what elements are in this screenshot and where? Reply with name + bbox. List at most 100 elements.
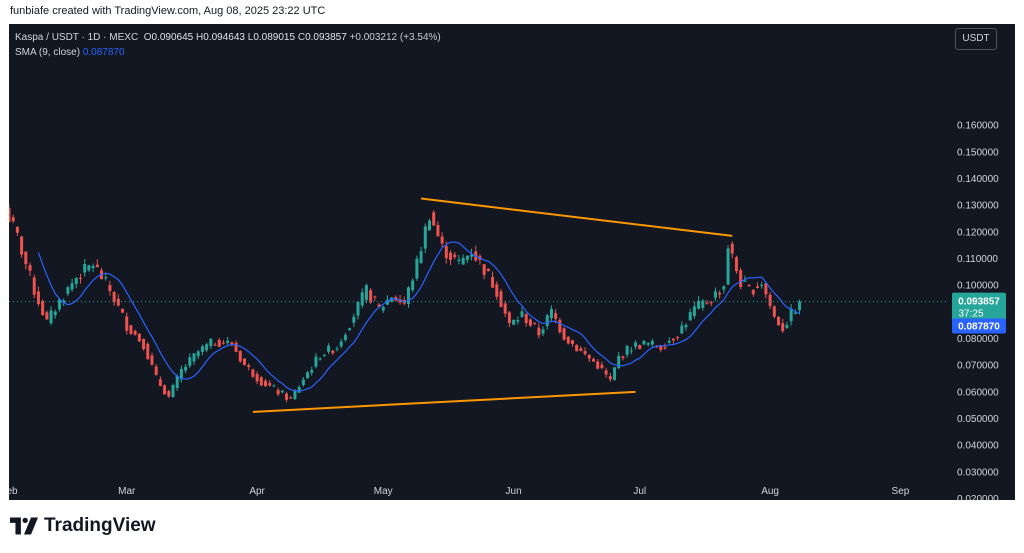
candle-body <box>596 361 600 369</box>
candle-body <box>41 301 45 316</box>
candle-body <box>104 277 108 279</box>
candle-body <box>125 316 129 331</box>
candle-body <box>718 292 722 295</box>
time-axis-label: May <box>374 486 393 497</box>
price-axis-label: 0.100000 <box>957 281 999 292</box>
time-axis-label: Apr <box>249 486 265 497</box>
price-axis-label: 0.050000 <box>957 414 999 425</box>
candle-body <box>764 283 768 295</box>
candle-body <box>415 258 419 279</box>
candle-body <box>667 340 671 343</box>
candle-body <box>772 306 776 317</box>
currency-button[interactable]: USDT <box>955 28 997 50</box>
brand-name: TradingView <box>44 515 156 536</box>
candle-body <box>234 342 238 352</box>
candle-body <box>608 376 612 380</box>
close-label: C <box>297 32 306 43</box>
candle-body <box>179 368 183 380</box>
candle-body <box>390 297 394 302</box>
candle-body <box>659 346 663 350</box>
candle-body <box>121 308 125 313</box>
candle-body <box>411 280 415 291</box>
candle-body <box>680 325 684 334</box>
candle-body <box>491 276 495 288</box>
candle-body <box>11 217 15 222</box>
low-label: L <box>247 32 254 43</box>
trendline <box>420 197 733 237</box>
candle-body <box>432 212 436 226</box>
candle-body <box>66 287 70 294</box>
candle-body <box>722 286 726 290</box>
time-axis-label: Feb <box>9 486 18 497</box>
candle-body <box>449 252 453 260</box>
time-axis-label: Jul <box>633 486 646 497</box>
candle-body <box>579 348 583 351</box>
candle-body <box>339 341 343 347</box>
candle-body <box>364 285 368 301</box>
candle-body <box>45 312 49 320</box>
candle-body <box>625 345 629 355</box>
bar-countdown: 37:25 <box>958 309 983 320</box>
price-axis-label: 0.040000 <box>957 441 999 452</box>
candle-body <box>322 355 326 357</box>
candle-body <box>154 366 158 375</box>
candle-body <box>209 338 213 347</box>
chart-panel[interactable]: 0.160000 0.150000 0.140000 0.130000 0.120000… <box>9 24 1015 500</box>
candle-body <box>205 344 209 351</box>
candle-body <box>146 343 150 360</box>
price-axis-label: 0.160000 <box>957 121 999 132</box>
candle-body <box>28 265 32 271</box>
sma-indicator-label[interactable]: SMA (9, close) <box>15 47 81 58</box>
candle-body <box>743 280 747 282</box>
candle-body <box>360 292 364 306</box>
candle-body <box>369 290 373 303</box>
candle-body <box>684 324 688 328</box>
candle-body <box>499 291 503 307</box>
brand-footer[interactable]: TradingView <box>10 515 156 537</box>
change-value: +0.003212 (+3.54%) <box>349 32 441 43</box>
candle-body <box>470 254 474 257</box>
candle-body <box>558 319 562 333</box>
time-axis-label: Aug <box>761 486 779 497</box>
candle-body <box>591 359 595 362</box>
candle-body <box>343 335 347 340</box>
candle-body <box>650 341 654 345</box>
price-chart[interactable]: 0.160000 0.150000 0.140000 0.130000 0.120000… <box>9 24 1015 500</box>
candle-body <box>24 251 28 265</box>
candle-body <box>457 259 461 262</box>
high-label: H <box>196 32 204 43</box>
candle-body <box>184 366 188 371</box>
candle-body <box>688 312 692 321</box>
candle-body <box>638 345 642 349</box>
trendline <box>252 390 636 413</box>
candle-body <box>297 387 301 393</box>
chart-caption: funbiafe created with TradingView.com, A… <box>10 5 326 17</box>
candle-body <box>221 342 225 344</box>
candle-body <box>777 316 781 326</box>
candle-body <box>318 358 322 360</box>
candle-body <box>562 328 566 340</box>
candle-body <box>356 301 360 316</box>
candle-body <box>537 327 541 336</box>
candle-body <box>629 350 633 352</box>
candle-body <box>268 383 272 386</box>
candle-body <box>70 283 74 290</box>
candle-body <box>482 264 486 275</box>
candle-body <box>276 389 280 395</box>
candle-body <box>133 331 137 335</box>
candle-body <box>398 299 402 303</box>
candle-body <box>663 347 667 349</box>
candle-body <box>306 372 310 379</box>
candle-body <box>419 251 423 263</box>
candle-body <box>600 364 604 368</box>
candle-body <box>137 333 141 342</box>
candle-body <box>604 370 608 375</box>
candle-body <box>331 350 335 354</box>
symbol-title[interactable]: Kaspa / USDT · 1D · MEXC <box>15 32 139 43</box>
candle-body <box>613 367 617 381</box>
candle-body <box>158 379 162 386</box>
candle-body <box>167 391 171 397</box>
candle-body <box>259 377 263 386</box>
price-axis-label: 0.070000 <box>957 361 999 372</box>
low-value: 0.089015 <box>253 32 296 43</box>
